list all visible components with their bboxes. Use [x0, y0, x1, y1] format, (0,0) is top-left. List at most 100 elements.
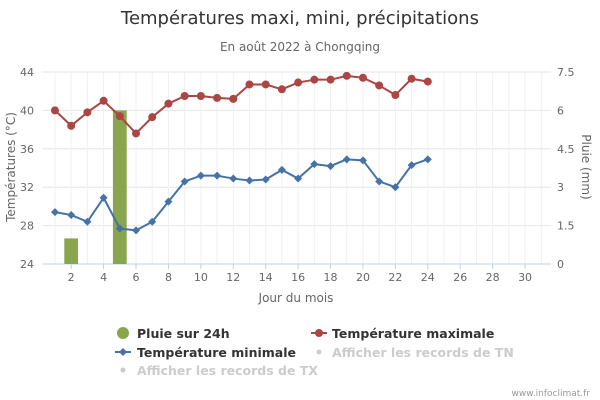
tmin-point [148, 217, 157, 226]
tmin-point [132, 226, 141, 235]
tmax-point [132, 129, 141, 138]
tmax-point [229, 94, 238, 103]
tmin-point [423, 155, 432, 164]
tmin-point [261, 175, 270, 184]
tmax-point [180, 92, 189, 100]
legend-tmax-symbol [315, 329, 323, 337]
legend-rain-label: Pluie sur 24h [137, 326, 230, 341]
tmin-point [375, 177, 384, 186]
tmin-point [50, 208, 59, 217]
legend-records-tn-symbol [316, 349, 322, 355]
tmax-point [326, 75, 335, 84]
tmax-point [407, 74, 416, 83]
grid [42, 71, 551, 265]
y-left-tick-label: 28 [20, 220, 34, 233]
tmax-point [294, 78, 303, 87]
y-left-tick-label: 24 [20, 258, 34, 271]
credit-link[interactable]: www.infoclimat.fr [512, 389, 591, 399]
x-tick-label: 6 [133, 271, 140, 284]
x-tick-label: 18 [324, 271, 338, 284]
tmax-point [342, 71, 351, 80]
tmax-point [375, 81, 384, 90]
y-right-tick-label: 4.5 [557, 143, 575, 156]
tmin-point [213, 171, 222, 180]
tmin-point [180, 177, 189, 186]
tmin-point [83, 217, 92, 226]
x-tick-label: 22 [388, 271, 402, 284]
tmin-point [229, 174, 238, 183]
tmin-point [277, 165, 286, 174]
chart-subtitle: En août 2022 à Chongqing [220, 40, 380, 54]
y-right-tick-label: 1.5 [557, 220, 575, 233]
legend: Pluie sur 24h Température maximale Tempé… [115, 326, 514, 378]
rain-bar [64, 238, 79, 264]
tmin-point [391, 183, 400, 192]
chart-title: Températures maxi, mini, précipitations [120, 8, 479, 29]
tmax-line [54, 74, 428, 135]
tmin-point [164, 197, 173, 206]
tmax-point [164, 99, 173, 108]
legend-item-tmax[interactable]: Température maximale [311, 326, 494, 341]
y-axis-right-title: Pluie (mm) [579, 134, 593, 199]
x-tick-label: 4 [100, 271, 107, 284]
tmin-point [407, 161, 416, 170]
tmin-line [54, 158, 429, 232]
y-left-tick-label: 40 [20, 104, 34, 117]
x-tick-label: 28 [486, 271, 500, 284]
legend-tmax-label: Température maximale [332, 326, 494, 341]
tmin-point [67, 211, 76, 220]
tmax-point [423, 77, 432, 86]
y-left-tick-label: 32 [20, 181, 34, 194]
tmax-point [261, 80, 270, 89]
tmin-point [326, 162, 335, 171]
tmin-point [358, 156, 367, 165]
tmin-point [115, 224, 124, 233]
legend-tmin-symbol [119, 348, 127, 356]
x-tick-label: 30 [518, 271, 532, 284]
x-tick-label: 26 [453, 271, 467, 284]
x-tick-label: 10 [194, 271, 208, 284]
legend-item-records-tx[interactable]: Afficher les records de TX [120, 363, 319, 378]
tmax-point [148, 113, 157, 122]
tmin-point [99, 193, 108, 202]
tmax-point [213, 93, 222, 102]
x-tick-label: 8 [165, 271, 172, 284]
x-tick-label: 12 [226, 271, 240, 284]
y-right-tick-label: 0 [557, 258, 564, 271]
legend-rain-symbol [117, 327, 129, 339]
tmax-point [391, 91, 400, 100]
x-tick-label: 16 [291, 271, 305, 284]
legend-item-tmin[interactable]: Température minimale [115, 345, 296, 360]
tmin-point [342, 155, 351, 164]
tmax-point [115, 112, 124, 121]
y-right-tick-label: 3 [557, 181, 564, 194]
x-axis-title: Jour du mois [258, 291, 334, 305]
tmin-point [310, 160, 319, 169]
tmax-point [277, 85, 286, 94]
legend-tmin-label: Température minimale [137, 345, 296, 360]
x-tick-label: 24 [421, 271, 435, 284]
y-left-tick-label: 36 [20, 143, 34, 156]
rain-bar [112, 110, 127, 265]
rain-bars [64, 110, 127, 265]
tmax-point [67, 121, 76, 130]
y-right-tick-label: 7.5 [557, 66, 575, 79]
y-right-tick-label: 6 [557, 104, 564, 117]
temperature-lines [50, 71, 432, 235]
tmax-point [196, 92, 205, 100]
legend-item-records-tn[interactable]: Afficher les records de TN [316, 345, 514, 360]
x-tick-label: 2 [68, 271, 75, 284]
legend-records-tx-symbol [120, 367, 126, 373]
tmin-point [294, 174, 303, 183]
legend-records-tn-label: Afficher les records de TN [332, 345, 514, 360]
tmax-point [358, 73, 367, 82]
y-left-tick-label: 44 [20, 66, 34, 79]
legend-item-rain[interactable]: Pluie sur 24h [117, 326, 230, 341]
tmax-point [83, 108, 92, 117]
tmax-point [245, 80, 254, 89]
tmin-point [245, 176, 254, 185]
tmax-point [50, 106, 59, 115]
x-tick-label: 14 [259, 271, 273, 284]
